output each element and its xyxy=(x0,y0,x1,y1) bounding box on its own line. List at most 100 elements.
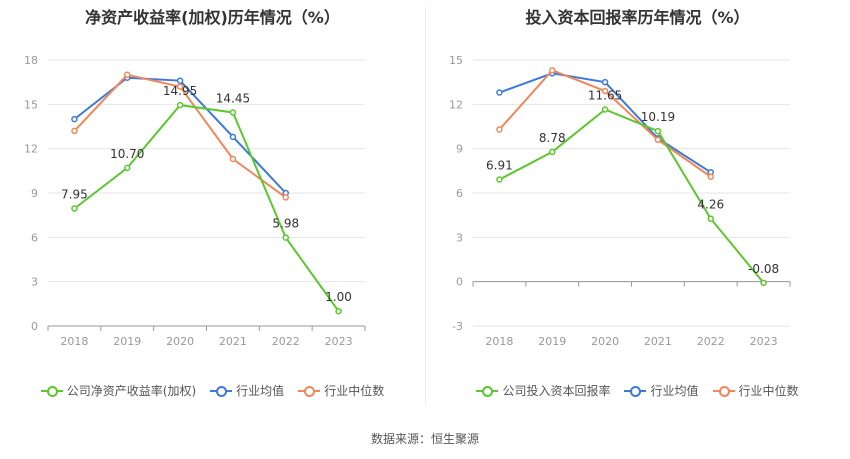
data-point-avg xyxy=(601,78,609,86)
roic-chart: -3 0 3 6 9 12 15 2018 2019 2020 2021 2022 2023 6.91 8.… xyxy=(449,54,791,348)
legend-swatch-dot xyxy=(304,385,316,397)
y-tick-label: 15 xyxy=(24,98,38,111)
legend-label: 行业中位数 xyxy=(738,384,799,398)
data-label: 5.98 xyxy=(272,217,299,231)
data-point-avg xyxy=(71,115,78,123)
data-point-company xyxy=(654,127,662,135)
y-tick-label: -3 xyxy=(452,320,463,333)
series-line-company xyxy=(498,108,765,284)
y-tick-label: 18 xyxy=(24,54,38,67)
data-point-median xyxy=(496,126,503,133)
data-label: 11.65 xyxy=(588,89,622,103)
y-tick-label: 6 xyxy=(31,231,38,244)
x-tick-label: 2022 xyxy=(697,335,725,348)
legend-item-avg[interactable]: 行业均值 xyxy=(210,382,284,399)
x-tick-label: 2022 xyxy=(272,335,300,348)
data-point-median xyxy=(71,127,78,135)
y-tick-label: 6 xyxy=(456,187,463,200)
series-line-company xyxy=(73,104,340,312)
data-label: 6.91 xyxy=(486,159,513,173)
data-point-median xyxy=(654,136,662,144)
x-tick-label: 2023 xyxy=(325,335,353,348)
data-label: -0.08 xyxy=(748,262,779,276)
legend-item-company[interactable]: 公司投入资本回报率 xyxy=(476,382,610,399)
data-point-company xyxy=(229,109,237,116)
data-point-median xyxy=(601,87,609,95)
legend-swatch xyxy=(712,385,735,397)
legend-swatch xyxy=(476,385,499,397)
data-label: 7.95 xyxy=(61,188,88,202)
legend-swatch xyxy=(40,385,63,397)
x-tick-label: 2020 xyxy=(166,335,194,348)
roe-chart-title: 净资产收益率(加权)历年情况（%） xyxy=(85,8,340,27)
roe-legend: 公司净资产收益率(加权) 行业均值 行业中位数 xyxy=(0,382,425,399)
data-point-median xyxy=(176,83,184,90)
panel-divider xyxy=(425,6,426,406)
data-label: 4.26 xyxy=(697,198,724,212)
legend-swatch xyxy=(298,385,321,397)
legend-swatch xyxy=(210,385,233,397)
series-line-median xyxy=(498,69,712,178)
data-point-company xyxy=(760,279,767,287)
data-point-median xyxy=(124,71,131,79)
data-source: 数据来源：恒生聚源 xyxy=(370,432,479,446)
data-point-median xyxy=(707,173,714,180)
legend-label: 行业中位数 xyxy=(324,384,385,398)
y-tick-label: 0 xyxy=(456,276,463,289)
data-label: 8.78 xyxy=(539,131,566,145)
y-tick-label: 9 xyxy=(31,187,38,200)
legend-label: 公司投入资本回报率 xyxy=(502,384,611,398)
data-point-avg xyxy=(229,133,237,141)
data-point-company xyxy=(176,101,184,109)
legend-swatch xyxy=(624,385,647,397)
roic-legend: 公司投入资本回报率 行业均值 行业中位数 xyxy=(425,382,850,399)
y-tick-label: 9 xyxy=(456,143,463,156)
y-tick-label: 3 xyxy=(31,276,38,289)
x-tick-label: 2020 xyxy=(591,335,619,348)
legend-swatch-dot xyxy=(46,385,58,397)
y-tick-label: 0 xyxy=(31,320,38,333)
legend-label: 行业均值 xyxy=(236,384,285,398)
data-label: 14.45 xyxy=(216,91,250,105)
data-point-company xyxy=(707,215,714,222)
x-tick-label: 2019 xyxy=(113,335,141,348)
data-point-company xyxy=(496,176,503,183)
data-label: 1.00 xyxy=(325,290,352,304)
legend-label: 行业均值 xyxy=(650,384,699,398)
data-point-median xyxy=(282,194,289,201)
x-tick-label: 2018 xyxy=(485,335,513,348)
y-tick-label: 15 xyxy=(449,54,463,67)
data-point-company xyxy=(71,205,78,212)
roe-chart: 0 3 6 9 12 15 18 2018 2019 2020 2021 2022 2023 7.95 10… xyxy=(24,54,366,348)
legend-item-avg[interactable]: 行业均值 xyxy=(624,382,699,399)
data-label: 14.95 xyxy=(163,84,197,98)
roe-chart-panel: 净资产收益率(加权)历年情况（%） 0 3 6 9 12 15 18 2018 2019 2020… xyxy=(0,0,425,410)
data-point-median xyxy=(549,67,556,74)
data-label: 10.70 xyxy=(110,147,144,161)
y-tick-label: 12 xyxy=(24,143,38,156)
data-point-company xyxy=(549,148,556,156)
data-point-company xyxy=(335,307,342,315)
y-tick-label: 12 xyxy=(449,98,463,111)
data-point-company xyxy=(601,106,609,113)
legend-swatch-dot xyxy=(216,385,228,397)
legend-swatch-dot xyxy=(718,385,730,397)
x-tick-label: 2023 xyxy=(750,335,778,348)
data-point-avg xyxy=(176,77,184,84)
data-point-company xyxy=(124,164,131,172)
legend-item-median[interactable]: 行业中位数 xyxy=(712,382,799,399)
legend-label: 公司净资产收益率(加权) xyxy=(66,384,197,398)
x-tick-label: 2019 xyxy=(538,335,566,348)
x-tick-label: 2018 xyxy=(60,335,88,348)
x-tick-label: 2021 xyxy=(219,335,247,348)
data-point-avg xyxy=(496,89,503,96)
roic-chart-title: 投入资本回报率历年情况（%） xyxy=(525,8,750,27)
roic-chart-panel: 投入资本回报率历年情况（%） -3 0 3 6 9 12 15 2018 2019 2020 202… xyxy=(425,0,850,410)
data-label: 10.19 xyxy=(641,110,675,124)
y-tick-label: 3 xyxy=(456,231,463,244)
legend-swatch-dot xyxy=(482,385,494,397)
x-tick-label: 2021 xyxy=(644,335,672,348)
legend-item-median[interactable]: 行业中位数 xyxy=(298,382,384,399)
data-point-company xyxy=(282,234,289,241)
legend-item-company[interactable]: 公司净资产收益率(加权) xyxy=(40,382,197,399)
